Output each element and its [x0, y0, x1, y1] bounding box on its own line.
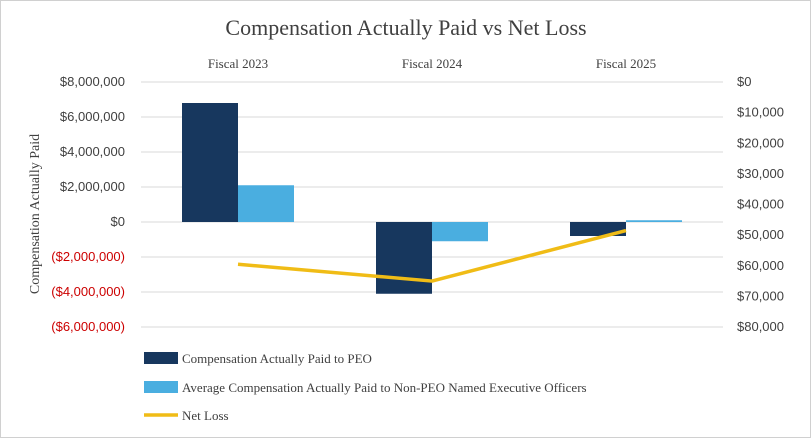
bar [182, 103, 238, 222]
bar [432, 222, 488, 242]
y-tick-label-left: $2,000,000 [60, 179, 125, 194]
y-tick-label-left: ($2,000,000) [51, 249, 125, 264]
legend-swatch [144, 381, 178, 393]
category-label: Fiscal 2024 [402, 56, 463, 71]
y-tick-label-right: $60,000 [737, 258, 784, 273]
legend-label: Compensation Actually Paid to PEO [182, 351, 372, 366]
legend-label: Net Loss [182, 408, 229, 423]
bar [626, 220, 682, 222]
y-tick-label-left: $0 [111, 214, 125, 229]
y-tick-label-right: $30,000 [737, 166, 784, 181]
net-loss-line [237, 228, 627, 283]
legend-label: Average Compensation Actually Paid to No… [182, 380, 587, 395]
legend-item: Average Compensation Actually Paid to No… [144, 380, 587, 395]
y-tick-label-right: $20,000 [737, 135, 784, 150]
bar [238, 185, 294, 222]
legend-swatch [144, 352, 178, 364]
legend-item: Net Loss [144, 408, 229, 423]
y-tick-label-left: $6,000,000 [60, 109, 125, 124]
y-axis-label: Compensation Actually Paid [28, 134, 43, 294]
y-tick-label-left: ($6,000,000) [51, 319, 125, 334]
legend: Compensation Actually Paid to PEO Average… [144, 351, 587, 423]
y-tick-label-right: $50,000 [737, 227, 784, 242]
line-layer [237, 228, 627, 283]
chart-title: Compensation Actually Paid vs Net Loss [225, 15, 586, 40]
y-tick-label-left: ($4,000,000) [51, 284, 125, 299]
category-label: Fiscal 2025 [596, 56, 656, 71]
y-tick-label-right: $0 [737, 74, 751, 89]
y-tick-label-right: $80,000 [737, 319, 784, 334]
y-tick-label-left: $4,000,000 [60, 144, 125, 159]
y-tick-label-left: $8,000,000 [60, 74, 125, 89]
legend-item: Compensation Actually Paid to PEO [144, 351, 372, 366]
y-tick-label-right: $70,000 [737, 288, 784, 303]
category-label: Fiscal 2023 [208, 56, 268, 71]
axis-labels: $8,000,000 $6,000,000 $4,000,000 $2,000,000… [51, 56, 784, 334]
y-tick-label-right: $40,000 [737, 197, 784, 212]
y-tick-label-right: $10,000 [737, 105, 784, 120]
bar [376, 222, 432, 294]
